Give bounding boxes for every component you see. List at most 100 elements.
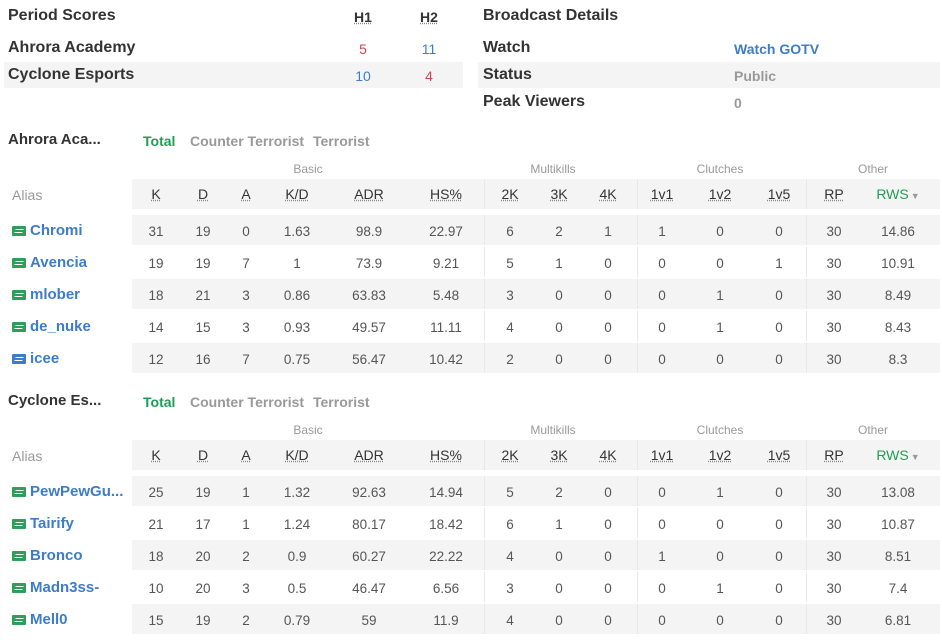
column-header-k[interactable]: K	[126, 447, 186, 463]
column-header-rp[interactable]: RP	[804, 447, 864, 463]
group-multikills: Multikills	[530, 162, 576, 176]
player-alias: de_nuke	[30, 318, 91, 335]
column-header-hs[interactable]: HS%	[416, 186, 476, 202]
stat-k2: 4	[506, 613, 514, 628]
column-header-a[interactable]: A	[216, 447, 276, 463]
stat-k2: 4	[506, 549, 514, 564]
stat-a: 0	[242, 224, 250, 239]
column-header-adr[interactable]: ADR	[339, 447, 399, 463]
column-header-label: 1v5	[767, 447, 791, 463]
column-header-c2[interactable]: 1v2	[690, 447, 750, 463]
column-header-c2[interactable]: 1v2	[690, 186, 750, 202]
stat-hs: 10.42	[429, 352, 463, 367]
column-header-rws[interactable]: RWS ▼	[868, 447, 928, 463]
stat-k3: 0	[555, 613, 563, 628]
stat-k3: 0	[555, 352, 563, 367]
stat-a: 7	[242, 352, 250, 367]
column-header-d[interactable]: D	[173, 447, 233, 463]
table-row: mlober 18 21 3 0.86 63.83 5.48 3 0 0 0 1 0 30 8.49	[4, 279, 940, 311]
stat-k: 12	[148, 352, 164, 367]
column-header-k3[interactable]: 3K	[529, 186, 589, 202]
player-alias: Bronco	[30, 547, 83, 564]
tab-terrorist[interactable]: Terrorist	[313, 133, 370, 149]
stat-rws: 8.43	[884, 320, 912, 335]
stat-rp: 30	[826, 288, 842, 303]
stat-c1: 0	[658, 517, 666, 532]
tab-total[interactable]: Total	[143, 133, 176, 149]
column-header-c5[interactable]: 1v5	[749, 186, 809, 202]
column-header-rws[interactable]: RWS ▼	[868, 186, 928, 202]
stat-rws: 7.4	[888, 581, 908, 596]
column-header-label: HS%	[430, 447, 462, 463]
stat-adr: 60.27	[352, 549, 386, 564]
player-link[interactable]: mlober	[12, 286, 80, 303]
player-link[interactable]: Mell0	[12, 611, 68, 628]
player-link[interactable]: Bronco	[12, 547, 83, 564]
column-header-hs[interactable]: HS%	[416, 447, 476, 463]
player-link[interactable]: PewPewGu...	[12, 483, 123, 500]
tab-counter-terrorist[interactable]: Counter Terrorist	[190, 394, 305, 410]
column-header-k[interactable]: K	[126, 186, 186, 202]
player-link[interactable]: Tairify	[12, 515, 74, 532]
stat-c1: 0	[658, 256, 666, 271]
broadcast-details-title: Broadcast Details	[483, 7, 619, 24]
player-link[interactable]: Madn3ss-	[12, 579, 99, 596]
group-basic: Basic	[293, 162, 323, 176]
column-header-label: D	[197, 186, 209, 202]
stat-c5: 0	[775, 549, 783, 564]
column-header-kd[interactable]: K/D	[267, 447, 327, 463]
broadcast-row-watch: Watch Watch GOTV	[478, 35, 940, 61]
stat-c1: 0	[658, 320, 666, 335]
stat-d: 15	[195, 320, 211, 335]
column-header-k4[interactable]: 4K	[578, 447, 638, 463]
column-header-c5[interactable]: 1v5	[749, 447, 809, 463]
column-header-kd[interactable]: K/D	[267, 186, 327, 202]
stat-c2: 0	[716, 517, 724, 532]
column-header-k4[interactable]: 4K	[578, 186, 638, 202]
stat-hs: 5.48	[432, 288, 460, 303]
column-header-label: RWS	[876, 186, 909, 202]
column-header-c1[interactable]: 1v1	[632, 447, 692, 463]
stat-c2: 1	[716, 485, 724, 500]
player-link[interactable]: icee	[12, 350, 59, 367]
column-header-label: 3K	[550, 186, 568, 202]
tab-counter-terrorist[interactable]: Counter Terrorist	[190, 133, 305, 149]
watch-gotv-link[interactable]: Watch GOTV	[734, 41, 820, 57]
column-header-adr[interactable]: ADR	[339, 186, 399, 202]
stat-a: 2	[242, 549, 250, 564]
stat-rp: 30	[826, 352, 842, 367]
group-clutches: Clutches	[696, 162, 744, 176]
table-row: Chromi 31 19 0 1.63 98.9 22.97 6 2 1 1 0 0 30 14.86	[4, 215, 940, 247]
stat-d: 20	[195, 549, 211, 564]
stat-hs: 9.21	[432, 256, 460, 271]
column-header-k2[interactable]: 2K	[480, 447, 540, 463]
player-link[interactable]: Avencia	[12, 254, 87, 271]
table-row: de_nuke 14 15 3 0.93 49.57 11.11 4 0 0 0 1 0 30 8.43	[4, 311, 940, 343]
tab-total[interactable]: Total	[143, 394, 176, 410]
flag-icon	[12, 321, 26, 332]
stat-k2: 2	[506, 352, 514, 367]
broadcast-row-status: Status Public	[478, 62, 940, 88]
column-header-c1[interactable]: 1v1	[632, 186, 692, 202]
column-header-d[interactable]: D	[173, 186, 233, 202]
column-header-k2[interactable]: 2K	[480, 186, 540, 202]
player-link[interactable]: de_nuke	[12, 318, 91, 335]
stat-k: 31	[148, 224, 164, 239]
column-header-label: K/D	[285, 447, 309, 463]
column-header-label: 1v5	[767, 186, 791, 202]
table-row: icee 12 16 7 0.75 56.47 10.42 2 0 0 0 0 0 30 8.3	[4, 343, 940, 375]
player-link[interactable]: Chromi	[12, 222, 83, 239]
tab-terrorist[interactable]: Terrorist	[313, 394, 370, 410]
stat-c5: 0	[775, 320, 783, 335]
group-multikills: Multikills	[530, 423, 576, 437]
column-header-rp[interactable]: RP	[804, 186, 864, 202]
stat-kd: 0.75	[283, 352, 311, 367]
period-row-team-1: Ahrora Academy 5 11	[4, 35, 463, 61]
stat-adr: 80.17	[352, 517, 386, 532]
stat-k4: 0	[604, 352, 612, 367]
column-header-k3[interactable]: 3K	[529, 447, 589, 463]
stat-kd: 1.32	[283, 485, 311, 500]
column-header-a[interactable]: A	[216, 186, 276, 202]
stat-c2: 1	[716, 288, 724, 303]
column-header-label: ADR	[354, 447, 384, 463]
